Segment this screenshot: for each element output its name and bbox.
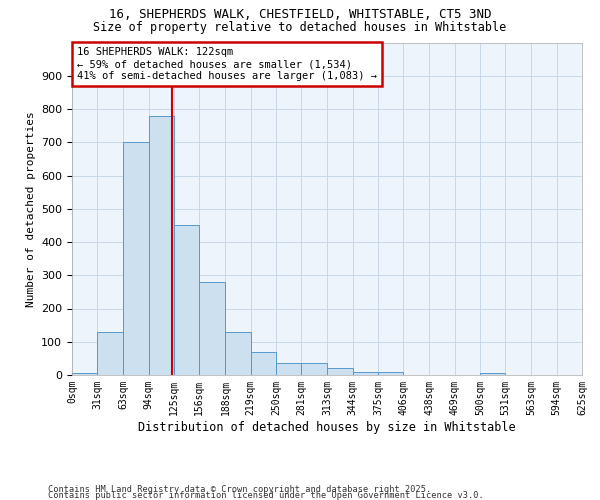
Bar [226,332,251,375]
Text: 16, SHEPHERDS WALK, CHESTFIELD, WHITSTABLE, CT5 3ND: 16, SHEPHERDS WALK, CHESTFIELD, WHITSTAB… [109,8,491,20]
X-axis label: Distribution of detached houses by size in Whitstable: Distribution of detached houses by size … [138,420,516,434]
Bar [149,116,174,375]
Bar [480,374,505,375]
Bar [174,226,199,375]
Bar [328,368,353,375]
Bar [301,364,328,375]
Bar [353,372,378,375]
Bar [97,332,124,375]
Y-axis label: Number of detached properties: Number of detached properties [26,111,35,306]
Bar [199,282,226,375]
Text: Contains HM Land Registry data © Crown copyright and database right 2025.: Contains HM Land Registry data © Crown c… [48,485,431,494]
Text: Contains public sector information licensed under the Open Government Licence v3: Contains public sector information licen… [48,490,484,500]
Bar [72,374,97,375]
Bar [124,142,149,375]
Bar [251,352,276,375]
Text: Size of property relative to detached houses in Whitstable: Size of property relative to detached ho… [94,21,506,34]
Bar [378,372,403,375]
Text: 16 SHEPHERDS WALK: 122sqm
← 59% of detached houses are smaller (1,534)
41% of se: 16 SHEPHERDS WALK: 122sqm ← 59% of detac… [77,48,377,80]
Bar [276,362,301,375]
